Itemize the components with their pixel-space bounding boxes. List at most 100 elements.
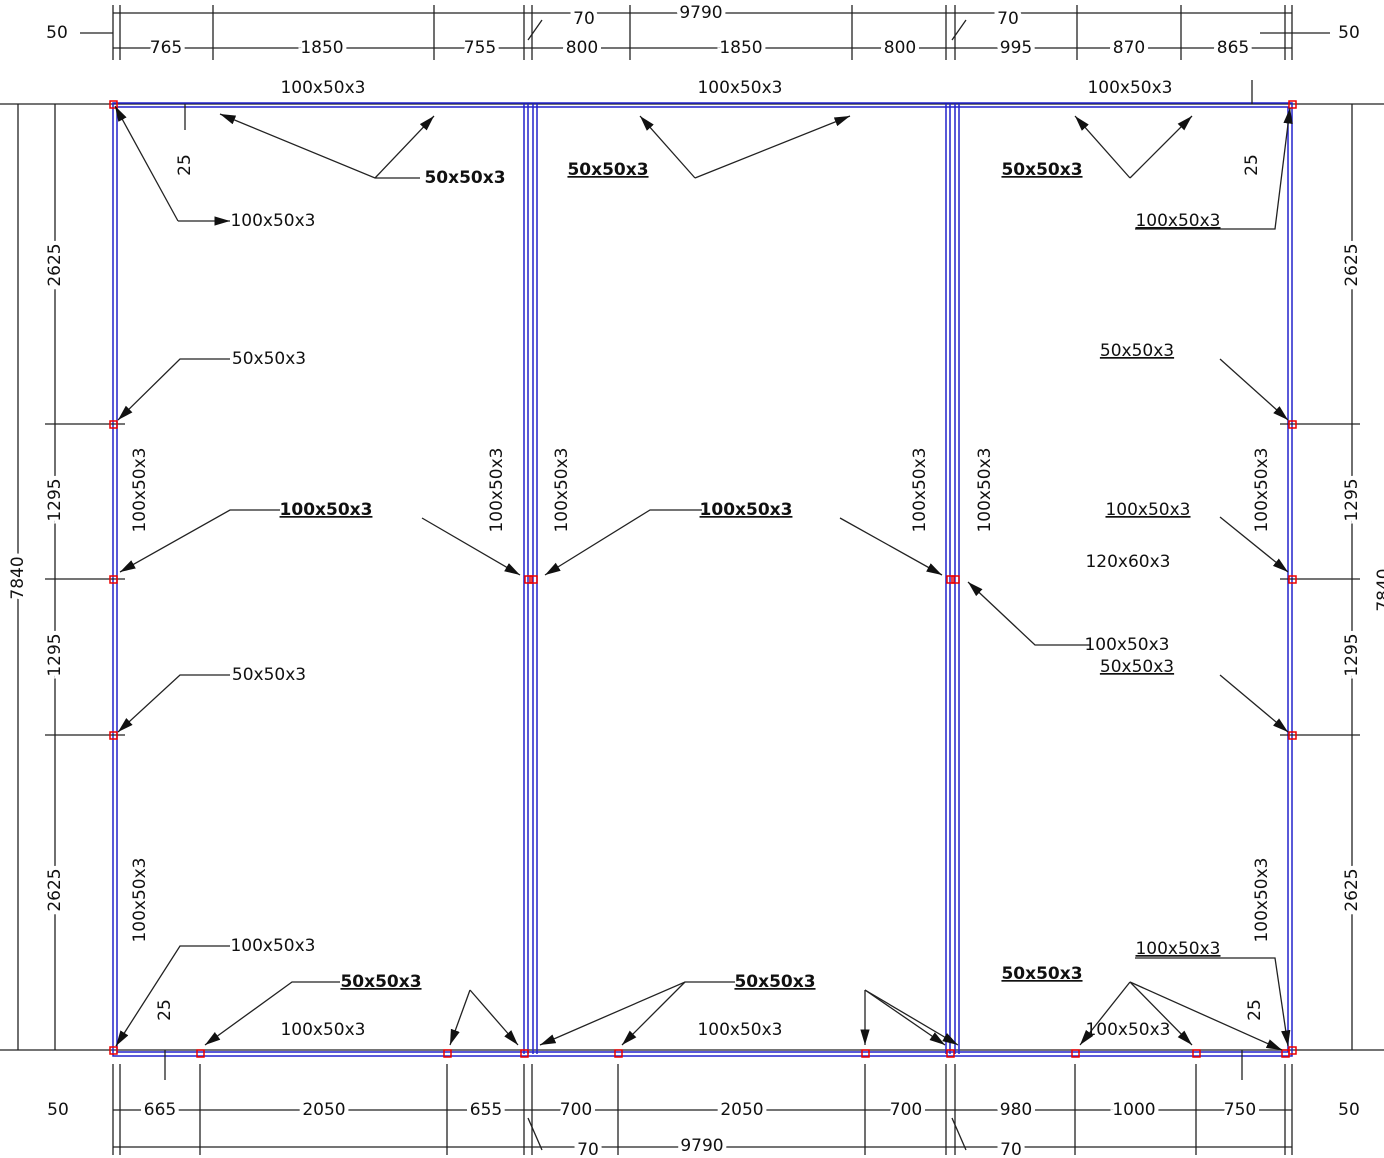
dimension-label: 50 (46, 23, 68, 43)
node (1288, 731, 1297, 740)
leader (1135, 107, 1293, 230)
node (109, 575, 118, 584)
dimension-label: 980 (1000, 1100, 1032, 1120)
member-label: 100x50x3 (1252, 857, 1272, 942)
member-label: 100x50x3 (700, 500, 793, 520)
member-label: 50x50x3 (424, 168, 505, 188)
leader (1079, 981, 1131, 1046)
dimension-label: 1000 (1112, 1100, 1155, 1120)
dimension-label: 765 (150, 38, 182, 58)
node (109, 420, 118, 429)
member-label: 25 (175, 154, 195, 176)
node (1192, 1049, 1201, 1058)
leader (449, 989, 471, 1046)
leader (1074, 115, 1131, 179)
node (109, 731, 118, 740)
dimension-label: 70 (577, 1140, 599, 1158)
member-label: 100x50x3 (697, 78, 782, 98)
leader (115, 945, 230, 1047)
dimension-label: 1295 (1342, 633, 1362, 676)
dimension-label: 1850 (719, 38, 762, 58)
member-label: 50x50x3 (567, 160, 648, 180)
leader (1219, 674, 1289, 733)
dimension-label: 2050 (302, 1100, 345, 1120)
dimension-label: 800 (566, 38, 598, 58)
node (1071, 1049, 1080, 1058)
dim-line (951, 19, 967, 41)
leader (1129, 981, 1193, 1046)
member-label: 25 (155, 999, 175, 1021)
member-label: 100x50x3 (280, 78, 365, 98)
dimension-label: 2625 (45, 868, 65, 911)
dimension-label: 800 (884, 38, 916, 58)
member-label: 100x50x3 (280, 1020, 365, 1040)
node (614, 1049, 623, 1058)
member-label: 100x50x3 (130, 857, 150, 942)
leader (694, 115, 851, 179)
node (109, 100, 118, 109)
node (1288, 575, 1297, 584)
dimension-label: 1295 (1342, 478, 1362, 521)
node (109, 1046, 118, 1055)
member-label: 100x50x3 (1252, 447, 1272, 532)
dimension-label: 2625 (45, 243, 65, 286)
dimension-label: 700 (560, 1100, 592, 1120)
dimension-label: 655 (470, 1100, 502, 1120)
member-label: 100x50x3 (230, 936, 315, 956)
dimension-label: 2625 (1342, 868, 1362, 911)
member-label: 50x50x3 (1100, 341, 1174, 361)
dimension-label: 70 (997, 9, 1019, 29)
member-label: 50x50x3 (1001, 964, 1082, 984)
dimension-label: 750 (1224, 1100, 1256, 1120)
leader (544, 509, 702, 576)
member-label: 100x50x3 (552, 447, 572, 532)
member-label: 100x50x3 (487, 447, 507, 532)
member-label: 100x50x3 (697, 1020, 782, 1040)
member-label: 50x50x3 (1100, 657, 1174, 677)
leader (967, 581, 1090, 646)
node (529, 575, 538, 584)
member-label: 100x50x3 (1135, 211, 1220, 231)
dimension-label: 665 (144, 1100, 176, 1120)
member-label: 25 (1242, 154, 1262, 176)
leader (639, 115, 696, 179)
member-label: 100x50x3 (1087, 78, 1172, 98)
node (520, 1049, 529, 1058)
leader (621, 981, 686, 1046)
dimension-label: 1295 (45, 478, 65, 521)
leader (119, 509, 280, 573)
dimension-label: 865 (1217, 38, 1249, 58)
node (1288, 420, 1297, 429)
member-label: 100x50x3 (280, 500, 373, 520)
dimension-label: 50 (1338, 1100, 1360, 1120)
node (861, 1049, 870, 1058)
node (951, 575, 960, 584)
leader (1219, 358, 1289, 421)
dimension-label: 50 (1338, 23, 1360, 43)
leader (219, 113, 420, 179)
dimension-label: 1295 (45, 633, 65, 676)
node (1281, 1049, 1290, 1058)
dimension-label: 9790 (680, 1136, 723, 1156)
node (443, 1049, 452, 1058)
leader (117, 674, 230, 733)
member-label: 50x50x3 (232, 349, 306, 369)
member-label: 100x50x3 (230, 211, 315, 231)
dimension-label: 2050 (720, 1100, 763, 1120)
leader (1135, 957, 1291, 1047)
member-label: 100x50x3 (1135, 939, 1220, 959)
frame (0, 102, 1384, 1057)
member-label: 100x50x3 (1085, 1020, 1170, 1040)
member-label: 50x50x3 (1001, 160, 1082, 180)
dimension-label: 2625 (1342, 243, 1362, 286)
node (524, 575, 533, 584)
leader (117, 358, 230, 421)
dim-line (951, 1117, 967, 1151)
leader (1129, 981, 1283, 1051)
leader (469, 989, 519, 1046)
member-label: 100x50x3 (975, 447, 995, 532)
member-label: 100x50x3 (130, 447, 150, 532)
member-label: 50x50x3 (734, 972, 815, 992)
member-label: 25 (1245, 999, 1265, 1021)
leader (1219, 516, 1289, 573)
